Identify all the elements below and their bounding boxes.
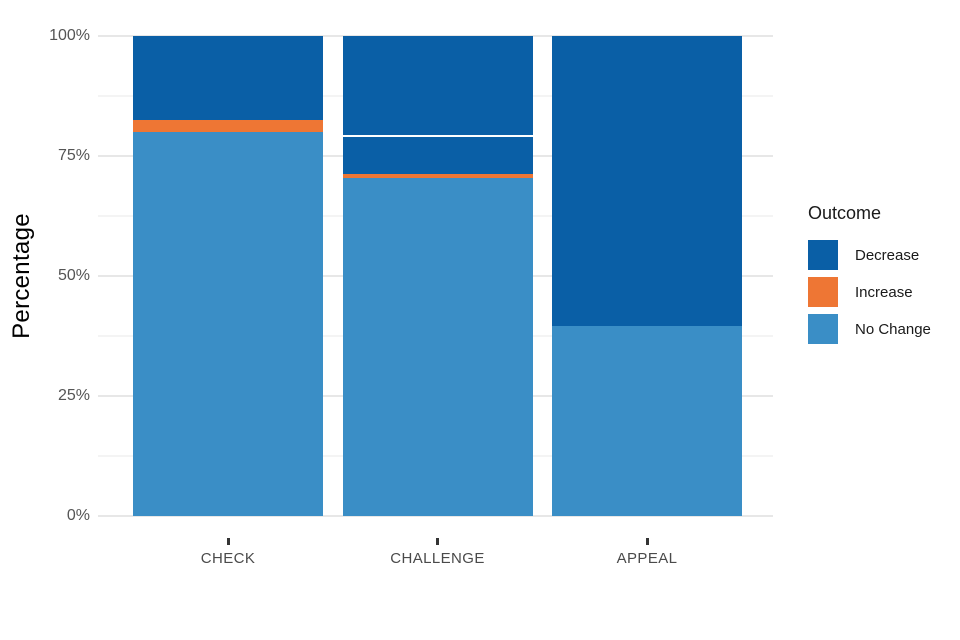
legend-entry-decrease: Decrease [808, 240, 931, 270]
bar-challenge-no-change [342, 177, 533, 516]
legend-entry-no-change: No Change [808, 314, 931, 344]
legend-entry-increase: Increase [808, 277, 931, 307]
bar-check-increase [133, 120, 323, 132]
legend-entries: Decrease Increase No Change [808, 240, 931, 344]
major-gridline [98, 515, 773, 517]
segment-separator-line [342, 134, 533, 137]
legend-title: Outcome [808, 203, 882, 223]
bar-appeal-decrease [552, 36, 742, 327]
bar-appeal-no-change [552, 326, 742, 516]
legend-label: Increase [855, 283, 913, 301]
y-tick-label: 25% [57, 387, 90, 404]
legend: Outcome Decrease Increase No Change [808, 203, 931, 351]
bar-challenge-increase [342, 174, 533, 178]
bar-check-decrease [133, 36, 323, 120]
legend-label: No Change [855, 320, 931, 338]
y-tick-label: 0% [66, 507, 90, 524]
legend-swatch-increase [808, 277, 838, 307]
bar-check-no-change [133, 132, 323, 516]
y-tick-label: 100% [49, 27, 90, 44]
legend-label: Decrease [855, 246, 920, 264]
plot-panel [98, 35, 773, 517]
bar-challenge-decrease [342, 36, 533, 175]
legend-swatch-no-change [808, 314, 838, 344]
legend-swatch-decrease [808, 240, 838, 270]
y-tick-label: 75% [57, 147, 90, 164]
y-tick-label: 50% [57, 267, 90, 284]
x-tick-label-challenge: CHALLENGE [390, 550, 485, 567]
x-tick [226, 538, 230, 545]
x-tick-label-check: CHECK [200, 550, 256, 567]
x-tick [645, 538, 649, 545]
x-tick-label-appeal: APPEAL [616, 550, 678, 567]
x-tick [436, 538, 439, 545]
